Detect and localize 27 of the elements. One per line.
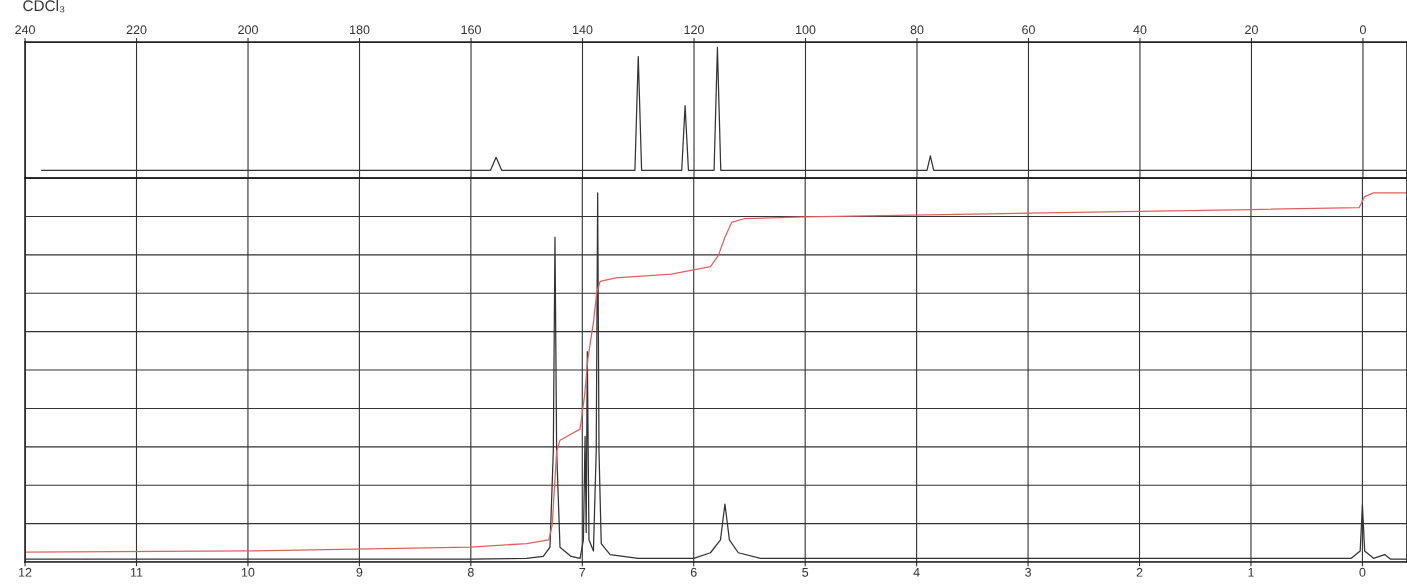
- x-tick-label: 20: [1245, 25, 1258, 35]
- x-tick-label: 120: [684, 25, 704, 35]
- x-tick-label: 0: [1359, 567, 1366, 577]
- x-tick-label: 4: [913, 567, 920, 577]
- x-tick-label: 160: [461, 25, 481, 35]
- x-tick-label: 140: [573, 25, 593, 35]
- x-tick-label: 3: [1025, 567, 1031, 577]
- x-tick-label: 0: [1359, 25, 1366, 35]
- x-tick-label: 40: [1133, 25, 1147, 35]
- x-tick-label: 10: [241, 567, 255, 577]
- x-tick-label: 2: [1136, 567, 1143, 577]
- x-tick-label: 60: [1022, 25, 1035, 35]
- x-tick-label: 1: [1248, 567, 1254, 577]
- x-tick-label: 240: [15, 25, 35, 35]
- text: CDCl₃: [23, 0, 65, 13]
- x-tick-label: 220: [126, 25, 147, 35]
- x-tick-label: 9: [356, 567, 363, 577]
- x-tick-label: 6: [690, 567, 697, 577]
- x-tick-label: 180: [350, 25, 370, 35]
- x-tick-label: 8: [467, 567, 474, 577]
- x-tick-label: 200: [238, 25, 258, 35]
- x-tick-label: 100: [796, 25, 816, 35]
- x-tick-label: 5: [802, 567, 809, 577]
- x-tick-label: 11: [130, 567, 143, 577]
- x-tick-label: 12: [19, 567, 32, 577]
- x-tick-label: 7: [579, 567, 586, 577]
- x-tick-label: 80: [910, 25, 924, 35]
